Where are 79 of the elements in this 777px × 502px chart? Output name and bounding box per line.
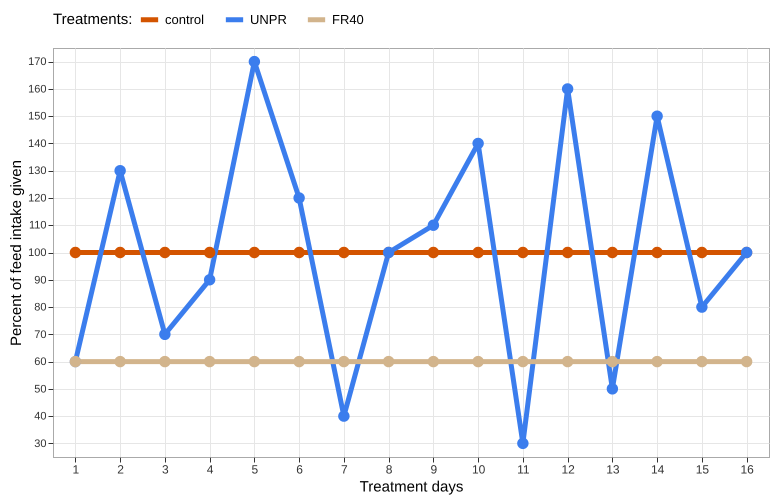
y-tick-label: 110 <box>28 220 46 232</box>
point <box>517 356 529 368</box>
point <box>293 192 305 204</box>
y-tick-label: 50 <box>34 383 46 396</box>
x-tick-label: 5 <box>252 462 259 476</box>
point <box>651 356 663 368</box>
point <box>606 246 618 258</box>
point <box>338 246 350 258</box>
point <box>472 356 484 368</box>
point <box>428 220 440 231</box>
x-tick-label: 11 <box>517 462 530 476</box>
point <box>428 356 440 368</box>
point <box>472 246 484 258</box>
point <box>114 165 126 176</box>
point <box>696 246 708 258</box>
point <box>204 246 216 258</box>
y-tick-label: 130 <box>28 165 46 178</box>
point <box>248 246 260 258</box>
point <box>204 356 216 368</box>
x-tick-label: 10 <box>472 462 486 476</box>
point <box>517 438 529 450</box>
y-tick-label: 170 <box>28 56 46 68</box>
point <box>606 356 618 368</box>
y-tick-label: 90 <box>34 274 46 286</box>
point <box>606 383 618 395</box>
x-tick-label: 2 <box>117 462 124 476</box>
point <box>114 246 126 258</box>
point <box>293 246 305 258</box>
legend-label: FR40 <box>332 12 364 27</box>
y-tick-label: 30 <box>34 438 46 450</box>
x-tick-label: 9 <box>430 462 438 476</box>
x-tick-label: 16 <box>740 462 754 476</box>
point <box>428 246 440 258</box>
point <box>562 246 574 258</box>
y-tick-label: 80 <box>34 302 46 314</box>
point <box>651 110 663 122</box>
point <box>338 356 350 368</box>
x-tick-label: 7 <box>341 462 348 476</box>
point <box>740 356 752 368</box>
x-tick-label: 8 <box>386 462 393 476</box>
x-tick-label: 3 <box>162 462 170 476</box>
point <box>159 356 171 368</box>
legend-label: control <box>165 12 204 27</box>
point <box>517 246 529 258</box>
x-tick-label: 6 <box>296 462 304 476</box>
point <box>472 138 484 150</box>
point <box>382 356 394 368</box>
y-tick-label: 60 <box>34 356 46 368</box>
x-tick-label: 15 <box>696 462 710 476</box>
point <box>651 246 663 258</box>
y-axis-title: Percent of feed intake given <box>8 160 26 346</box>
point <box>248 56 260 68</box>
point <box>248 356 260 368</box>
x-tick-label: 13 <box>606 462 620 476</box>
x-tick-label: 12 <box>561 462 576 476</box>
y-tick-label: 100 <box>28 247 46 259</box>
x-axis-title: Treatment days <box>360 478 464 496</box>
x-tick-label: 4 <box>206 462 214 476</box>
point <box>204 274 216 286</box>
point <box>338 410 350 422</box>
y-tick-label: 160 <box>28 83 46 96</box>
point <box>70 246 82 258</box>
legend-title: Treatments: <box>53 11 132 28</box>
legend-label: UNPR <box>250 12 287 27</box>
y-tick-label: 140 <box>28 138 46 150</box>
point <box>114 356 126 368</box>
x-tick-label: 14 <box>650 462 665 476</box>
point <box>696 301 708 313</box>
point <box>159 328 171 340</box>
y-tick-label: 70 <box>34 328 46 341</box>
point <box>562 83 574 95</box>
y-tick-label: 150 <box>28 110 46 123</box>
point <box>159 246 171 258</box>
point <box>562 356 574 368</box>
y-tick-label: 40 <box>34 410 46 423</box>
y-tick-label: 120 <box>28 192 46 204</box>
x-tick-label: 1 <box>72 462 80 476</box>
point <box>696 356 708 368</box>
point <box>293 356 305 368</box>
